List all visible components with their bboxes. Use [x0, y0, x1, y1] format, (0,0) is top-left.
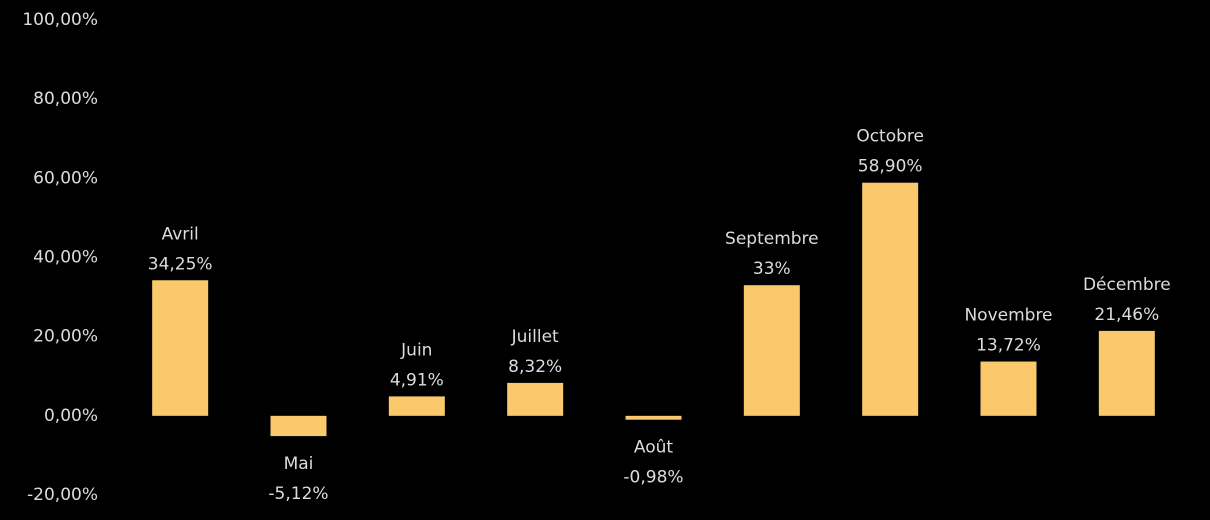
bar	[1098, 330, 1155, 416]
category-label: Octobre	[856, 127, 924, 147]
value-label: -5,12%	[268, 484, 328, 504]
value-label: 4,91%	[390, 370, 444, 390]
value-label: 58,90%	[858, 157, 923, 177]
bar	[388, 396, 445, 416]
bar	[625, 415, 682, 420]
bar	[862, 182, 919, 416]
bar	[743, 285, 800, 416]
bar	[980, 361, 1037, 416]
y-tick-label: 80,00%	[33, 89, 98, 109]
bar	[270, 415, 327, 437]
category-label: Juin	[400, 340, 432, 360]
y-tick-label: 0,00%	[44, 406, 98, 426]
category-label: Août	[634, 438, 674, 458]
bar	[507, 382, 564, 416]
y-tick-label: -20,00%	[27, 485, 98, 505]
y-tick-label: 40,00%	[33, 248, 98, 268]
y-tick-label: 60,00%	[33, 168, 98, 188]
value-label: 34,25%	[148, 254, 213, 274]
y-tick-label: 100,00%	[22, 10, 98, 30]
category-label: Mai	[284, 454, 314, 474]
value-label: -0,98%	[623, 468, 683, 488]
value-label: 8,32%	[508, 357, 562, 377]
category-label: Novembre	[964, 306, 1052, 326]
bar	[152, 280, 209, 416]
category-label: Juillet	[511, 327, 559, 347]
value-label: 13,72%	[976, 336, 1041, 356]
y-tick-label: 20,00%	[33, 327, 98, 347]
category-label: Avril	[162, 224, 199, 244]
category-label: Décembre	[1083, 275, 1171, 295]
value-label: 33%	[753, 259, 791, 279]
value-label: 21,46%	[1094, 305, 1159, 325]
category-label: Septembre	[725, 229, 819, 249]
